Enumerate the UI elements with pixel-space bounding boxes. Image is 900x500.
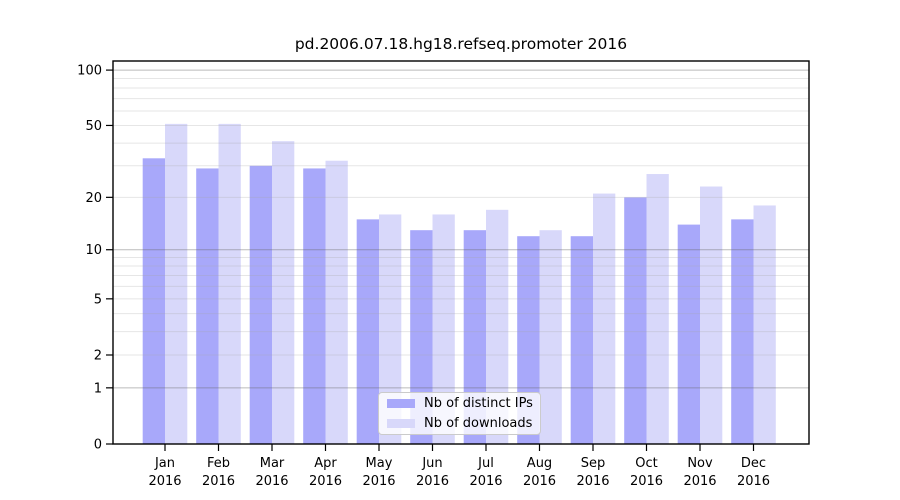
legend-swatch-distinct-ips <box>387 399 415 408</box>
legend: Nb of distinct IPs Nb of downloads <box>378 392 541 435</box>
bar-downloads-jun <box>432 214 455 444</box>
chart-title: pd.2006.07.18.hg18.refseq.promoter 2016 <box>294 35 628 53</box>
bar-ips-may <box>356 219 379 444</box>
bar-ips-dec <box>731 219 754 444</box>
x-tick-label-month: Sep <box>581 456 606 471</box>
bar-ips-mar <box>249 165 272 444</box>
legend-label-downloads: Nb of downloads <box>424 416 533 431</box>
x-tick-label-year: 2016 <box>630 474 663 489</box>
bar-downloads-apr <box>325 160 348 445</box>
y-tick-label: 50 <box>85 119 102 134</box>
x-tick-label-year: 2016 <box>148 474 181 489</box>
y-tick-label: 20 <box>85 191 102 206</box>
bar-ips-jul <box>463 230 486 444</box>
bar-ips-sep <box>570 236 593 444</box>
x-tick-label-year: 2016 <box>202 474 235 489</box>
x-tick-label-year: 2016 <box>523 474 556 489</box>
x-tick-label-year: 2016 <box>469 474 502 489</box>
bar-ips-feb <box>196 168 219 444</box>
x-tick-label-year: 2016 <box>576 474 609 489</box>
x-tick-label-month: Jan <box>154 456 175 471</box>
bar-downloads-nov <box>700 186 723 444</box>
x-tick-label-month: Apr <box>314 456 337 471</box>
y-tick-label: 100 <box>77 64 102 79</box>
x-tick-label-year: 2016 <box>683 474 716 489</box>
x-tick-label-month: Nov <box>687 456 713 471</box>
x-tick-label-month: Dec <box>741 456 766 471</box>
bar-downloads-mar <box>272 141 295 444</box>
bar-downloads-oct <box>646 174 669 444</box>
x-tick-label-year: 2016 <box>416 474 449 489</box>
legend-item-distinct-ips: Nb of distinct IPs <box>379 395 540 412</box>
x-tick-label-year: 2016 <box>362 474 395 489</box>
bar-ips-nov <box>677 224 700 444</box>
y-tick-label: 2 <box>94 348 102 363</box>
x-tick-label-year: 2016 <box>309 474 342 489</box>
bar-downloads-feb <box>218 123 241 444</box>
legend-swatch-downloads <box>387 419 415 428</box>
y-tick-label: 1 <box>94 381 102 396</box>
x-tick-label-year: 2016 <box>737 474 770 489</box>
x-tick-label-month: Aug <box>527 456 552 471</box>
bar-downloads-sep <box>593 193 616 444</box>
bar-ips-oct <box>624 197 647 444</box>
bar-ips-jun <box>410 230 433 444</box>
bar-ips-jan <box>142 158 165 444</box>
bar-downloads-may <box>379 214 402 444</box>
bar-downloads-jan <box>165 123 188 444</box>
legend-label-distinct-ips: Nb of distinct IPs <box>424 396 533 411</box>
x-tick-label-month: Oct <box>635 456 657 471</box>
legend-item-downloads: Nb of downloads <box>379 415 540 432</box>
bar-downloads-jul <box>486 209 509 444</box>
bar-downloads-aug <box>539 230 562 444</box>
x-tick-label-month: Mar <box>260 456 285 471</box>
y-tick-label: 5 <box>94 292 102 307</box>
x-tick-label-month: Jul <box>477 456 494 471</box>
x-tick-label-year: 2016 <box>255 474 288 489</box>
x-tick-label-month: May <box>366 456 393 471</box>
bar-ips-apr <box>303 168 326 444</box>
y-tick-label: 10 <box>85 243 102 258</box>
bar-downloads-dec <box>753 205 776 444</box>
plot-border <box>112 60 810 445</box>
y-tick-label: 0 <box>94 438 102 453</box>
x-tick-label-month: Jun <box>421 456 442 471</box>
x-tick-label-month: Feb <box>207 456 230 471</box>
